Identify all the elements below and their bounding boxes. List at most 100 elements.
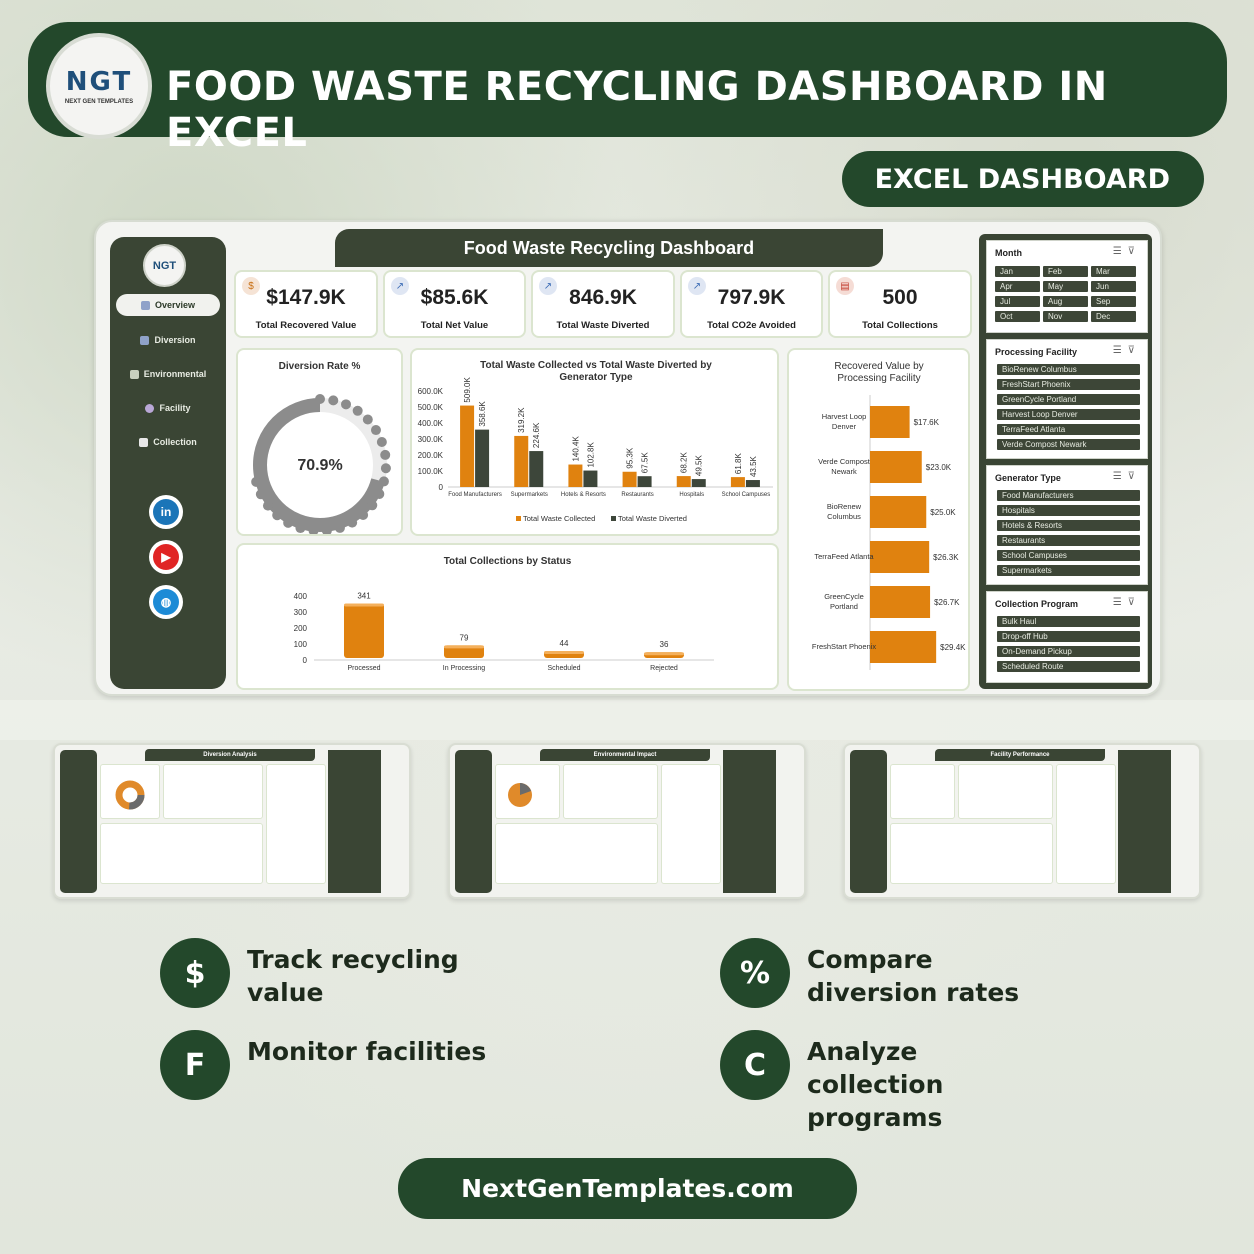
month-option[interactable]: Jun bbox=[1091, 281, 1136, 292]
nav-overview[interactable]: Overview bbox=[116, 294, 220, 316]
slicer-title: Month bbox=[995, 248, 1022, 258]
x-tick-label: Restaurants bbox=[621, 492, 653, 498]
slicer-controls-icon[interactable]: ☰⊽ bbox=[1112, 597, 1141, 608]
slicer-option[interactable]: Hospitals bbox=[997, 505, 1140, 516]
bar-data-label: 67.5K bbox=[641, 452, 650, 474]
thumbnail-environmental: Environmental Impact bbox=[448, 743, 806, 899]
kpi-value: $85.6K bbox=[420, 286, 489, 309]
slicer-option[interactable]: Harvest Loop Denver bbox=[997, 409, 1140, 420]
status-bar-top bbox=[344, 603, 384, 607]
slicer-option[interactable]: School Campuses bbox=[997, 550, 1140, 561]
slicer-controls-icon[interactable]: ☰⊽ bbox=[1112, 246, 1141, 257]
youtube-button[interactable]: ▶ bbox=[149, 540, 183, 574]
y-tick-label: Harvest Loop bbox=[822, 412, 867, 421]
month-option[interactable]: Mar bbox=[1091, 266, 1136, 277]
website-button[interactable]: ◍ bbox=[149, 585, 183, 619]
nav-environmental[interactable]: Environmental bbox=[116, 363, 220, 385]
nav-diversion[interactable]: Diversion bbox=[116, 329, 220, 351]
legend-label: Total Waste Diverted bbox=[618, 514, 687, 523]
nav-facility[interactable]: Facility bbox=[116, 397, 220, 419]
thumb-panel bbox=[100, 823, 263, 884]
nav-label: Collection bbox=[153, 437, 197, 447]
facility-value-card: Recovered Value by Processing Facility $… bbox=[787, 348, 970, 691]
slicer-option[interactable]: Scheduled Route bbox=[997, 661, 1140, 672]
month-option[interactable]: Nov bbox=[1043, 311, 1088, 322]
slicer-option[interactable]: Hotels & Resorts bbox=[997, 520, 1140, 531]
generator-bar-chart: 0 100.0K 200.0K 300.0K 400.0K 500.0K 600.0K 509… bbox=[418, 377, 773, 523]
diversion-rate-card: Diversion Rate % 70.9% bbox=[236, 348, 403, 536]
facility-bar bbox=[870, 496, 927, 528]
gauge-bead bbox=[358, 509, 369, 520]
bar-data-label: 224.6K bbox=[532, 422, 541, 448]
logo-subtitle: NEXT GEN TEMPLATES bbox=[64, 99, 134, 105]
chart-title: Diversion Rate % bbox=[278, 361, 361, 372]
status-bar bbox=[444, 645, 484, 658]
gauge-bead bbox=[308, 525, 319, 534]
bar-diverted bbox=[637, 476, 652, 487]
status-bar-top bbox=[644, 652, 684, 656]
x-tick-label: Processed bbox=[347, 665, 380, 672]
month-option[interactable]: Jan bbox=[995, 266, 1040, 277]
x-tick-label: Hospitals bbox=[679, 492, 704, 498]
slicer-option[interactable]: TerraFeed Atlanta bbox=[997, 424, 1140, 435]
slicer-option[interactable]: Food Manufacturers bbox=[997, 490, 1140, 501]
slicer-option[interactable]: Supermarkets bbox=[997, 565, 1140, 576]
month-option[interactable]: Apr bbox=[995, 281, 1040, 292]
kpi-label: Total Recovered Value bbox=[255, 320, 357, 331]
feature-text: Analyze collection programs bbox=[807, 1037, 944, 1132]
slicer-controls-icon[interactable]: ☰⊽ bbox=[1112, 471, 1141, 482]
chart-title: Recovered Value by Processing Facility bbox=[834, 361, 924, 384]
bar-data-label: 44 bbox=[560, 639, 569, 648]
month-option[interactable]: Feb bbox=[1043, 266, 1088, 277]
gauge-bead bbox=[362, 414, 373, 425]
thumb-sidebar bbox=[60, 750, 97, 893]
thumb-sidebar bbox=[850, 750, 887, 893]
month-option[interactable]: Jul bbox=[995, 296, 1040, 307]
month-option[interactable]: Dec bbox=[1091, 311, 1136, 322]
slicer-option[interactable]: Verde Compost Newark bbox=[997, 439, 1140, 450]
diversion-gauge: 70.9% bbox=[251, 394, 391, 534]
nav-collection[interactable]: Collection bbox=[116, 431, 220, 453]
thumb-panel bbox=[1056, 764, 1116, 884]
bar-data-label: 102.8K bbox=[586, 442, 595, 468]
clipboard-icon: ▤ bbox=[836, 277, 854, 295]
month-option[interactable]: Oct bbox=[995, 311, 1040, 322]
gauge-bead bbox=[334, 522, 345, 533]
y-tick-label: 500.0K bbox=[418, 403, 444, 412]
gauge-bead bbox=[380, 463, 391, 474]
bar-diverted bbox=[745, 480, 760, 487]
gauge-bead bbox=[321, 525, 332, 534]
gauge-bead bbox=[341, 399, 352, 410]
kpi-value: 797.9K bbox=[717, 286, 786, 309]
y-tick-label: 0 bbox=[303, 656, 308, 665]
slicer-option[interactable]: On-Demand Pickup bbox=[997, 646, 1140, 657]
slicer-option[interactable]: Drop-off Hub bbox=[997, 631, 1140, 642]
gauge-fill bbox=[253, 398, 387, 532]
linkedin-button[interactable]: in bbox=[149, 495, 183, 529]
slicer-option[interactable]: Bulk Haul bbox=[997, 616, 1140, 627]
thumb-title: Diversion Analysis bbox=[145, 749, 315, 761]
thumb-panel bbox=[958, 764, 1053, 819]
status-bar-chart: 0 100 200 300 400 341 Processed 79 In Processing… bbox=[294, 591, 714, 672]
slicer-controls-icon[interactable]: ☰⊽ bbox=[1112, 345, 1141, 356]
slicer-option[interactable]: Restaurants bbox=[997, 535, 1140, 546]
month-option[interactable]: Aug bbox=[1043, 296, 1088, 307]
slicer-option[interactable]: BioRenew Columbus bbox=[997, 364, 1140, 375]
thumb-panel bbox=[495, 823, 658, 884]
trend-icon: ↗ bbox=[391, 277, 409, 295]
y-tick-label: Portland bbox=[830, 602, 858, 611]
nav-label: Facility bbox=[159, 403, 191, 413]
bar-data-label: 95.3K bbox=[626, 447, 635, 469]
month-option[interactable]: Sep bbox=[1091, 296, 1136, 307]
bar-collected bbox=[730, 477, 745, 487]
y-tick-label: FreshStart Phoenix bbox=[812, 642, 876, 651]
gauge-bead bbox=[315, 394, 325, 404]
gauge-beads bbox=[251, 394, 391, 534]
website-link[interactable]: NextGenTemplates.com bbox=[398, 1158, 857, 1219]
x-tick-label: Rejected bbox=[650, 665, 678, 672]
month-option[interactable]: May bbox=[1043, 281, 1088, 292]
slicer-option[interactable]: FreshStart Phoenix bbox=[997, 379, 1140, 390]
slicer-option[interactable]: GreenCycle Portland bbox=[997, 394, 1140, 405]
thumb-panel bbox=[100, 764, 160, 819]
excel-dashboard-badge: EXCEL DASHBOARD bbox=[842, 151, 1204, 207]
